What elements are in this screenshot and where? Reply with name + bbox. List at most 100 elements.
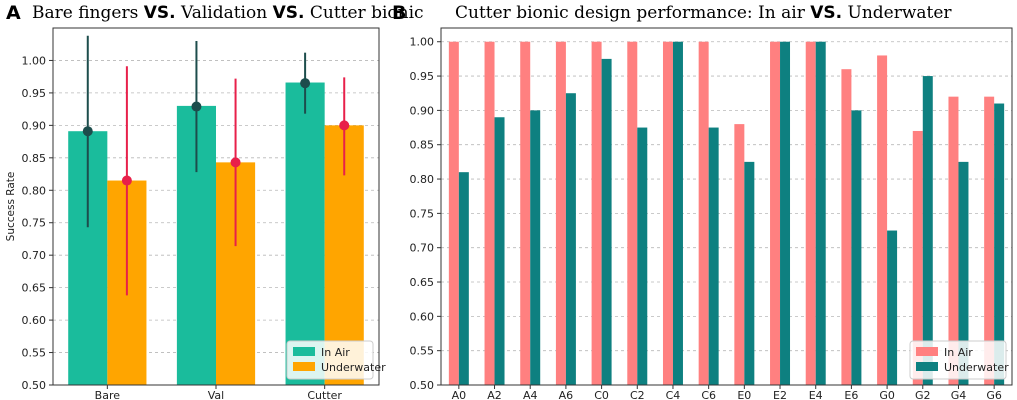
panel-b-xtick-label-15: G6 xyxy=(986,389,1002,400)
panel-b-bar-c6-underwater xyxy=(708,127,719,385)
panel-a-ytick-label-8: 0.90 xyxy=(22,119,47,132)
panel-b-bar-e2-in-air xyxy=(770,41,781,385)
panel-a-ytick-label-9: 0.95 xyxy=(22,87,47,100)
panel-a-ytick-label-7: 0.85 xyxy=(22,152,47,165)
panel-b-ytick-label-8: 0.90 xyxy=(410,104,435,117)
panel-b-bar-a6-in-air xyxy=(555,41,566,385)
panel-a-error-val-underwater-point xyxy=(230,157,241,168)
panel-b-xtick-label-13: G2 xyxy=(915,389,931,400)
panel-a-legend-swatch-1 xyxy=(293,362,315,371)
panel-b-xtick-label-5: C2 xyxy=(630,389,645,400)
panel-b-axes-frame xyxy=(440,27,1013,386)
panel-b-xtick-label-0: A0 xyxy=(452,389,467,400)
panel-b-xtick-label-1: A2 xyxy=(487,389,502,400)
panel-b-bar-a2-in-air xyxy=(484,41,495,385)
panel-a-xtick-label-1: Val xyxy=(208,389,224,400)
panel-b-title-part-2: Underwater xyxy=(842,3,952,23)
panel-b-bar-g0-underwater xyxy=(887,230,898,385)
panel-a-error-bare-in-air-point xyxy=(82,126,93,137)
panel-b-ytick-label-6: 0.80 xyxy=(410,173,435,186)
panel-a-letter: A xyxy=(6,2,21,24)
panel-b-xtick-label-12: G0 xyxy=(879,389,895,400)
panel-a-ytick-label-1: 0.55 xyxy=(22,347,47,360)
panel-b-xtick-label-7: C6 xyxy=(701,389,716,400)
panel-b-bar-a4-in-air xyxy=(520,41,531,385)
panel-b-xtick-label-2: A4 xyxy=(523,389,538,400)
panel-b-legend-label-1: Underwater xyxy=(944,361,1009,374)
panel-b-bar-g4-underwater xyxy=(958,161,969,385)
panel-a-ytick-label-10: 1.00 xyxy=(22,54,47,67)
panel-b-bar-g6-underwater xyxy=(994,103,1005,386)
panel-b-legend-swatch-1 xyxy=(916,362,938,371)
panel-b-bar-g2-in-air xyxy=(912,130,923,385)
panel-b-xtick-label-9: E2 xyxy=(773,389,787,400)
panel-a-ytick-label-4: 0.70 xyxy=(22,249,47,262)
panel-a-title: Bare fingers VS. Validation VS. Cutter b… xyxy=(32,3,424,23)
panel-a-error-bare-underwater-point xyxy=(121,175,132,186)
panel-b-xtick-label-14: G4 xyxy=(951,389,967,400)
panel-b-bar-g0-in-air xyxy=(877,55,888,385)
panel-a-xtick-label-2: Cutter xyxy=(307,389,342,400)
panel-a-title-vs-2: VS. xyxy=(272,3,305,23)
panel-a-error-cutter-in-air-point xyxy=(300,78,311,89)
panel-b-ytick-label-2: 0.60 xyxy=(410,310,435,323)
panel-b-title: Cutter bionic design performance: In air… xyxy=(455,3,952,23)
panel-b-bar-c6-in-air xyxy=(698,41,709,385)
panel-a-legend-label-1: Underwater xyxy=(321,361,386,374)
panel-b-bar-e4-underwater xyxy=(815,41,826,385)
panel-a-bar-cutter-in-air xyxy=(285,82,325,386)
panel-b-bar-g4-in-air xyxy=(948,96,959,386)
panel-b-bar-c4-underwater xyxy=(672,41,683,385)
panel-b-bar-e4-in-air xyxy=(805,41,816,385)
panel-a-axes-frame xyxy=(52,27,380,386)
panel-b-xtick-label-3: A6 xyxy=(559,389,574,400)
panel-a-ytick-label-2: 0.60 xyxy=(22,314,47,327)
panel-b-ytick-label-5: 0.75 xyxy=(410,207,435,220)
panel-b-xtick-label-11: E6 xyxy=(844,389,858,400)
panel-b-ytick-label-7: 0.85 xyxy=(410,139,435,152)
panel-b-bar-a4-underwater xyxy=(530,110,541,385)
panel-b-letter: B xyxy=(392,2,407,24)
panel-b-bar-e0-underwater xyxy=(744,161,755,385)
panel-a-title-vs-1: VS. xyxy=(143,3,176,23)
panel-b-ytick-label-1: 0.55 xyxy=(410,345,435,358)
panel-a-title-part-2: Validation xyxy=(175,3,273,23)
panel-b-bar-c2-in-air xyxy=(627,41,638,385)
panel-a-xtick-label-0: Bare xyxy=(95,389,121,400)
panel-b-ytick-label-9: 0.95 xyxy=(410,70,435,83)
panel-b-bar-a0-in-air xyxy=(448,41,459,385)
panel-b-bar-a0-underwater xyxy=(458,172,469,385)
panel-b-bar-c0-in-air xyxy=(591,41,602,385)
panel-b-bar-c4-in-air xyxy=(662,41,673,385)
panel-a-legend-swatch-0 xyxy=(293,347,315,356)
panel-b-bar-e6-in-air xyxy=(841,69,852,385)
panel-a-legend-label-0: In Air xyxy=(321,346,350,359)
panel-a-ytick-label-3: 0.65 xyxy=(22,282,47,295)
panel-b-bar-e6-underwater xyxy=(851,110,862,385)
panel-b-xtick-label-4: C0 xyxy=(594,389,609,400)
panel-b-bar-e2-underwater xyxy=(780,41,791,385)
panel-b-ytick-label-10: 1.00 xyxy=(410,36,435,49)
panel-a-ytick-label-0: 0.50 xyxy=(22,379,47,392)
panel-a-ytick-label-6: 0.80 xyxy=(22,184,47,197)
panel-b-legend-label-0: In Air xyxy=(944,346,973,359)
panel-b-bar-c2-underwater xyxy=(637,127,648,385)
panel-b-title-part-1: Cutter bionic design performance: In air xyxy=(455,3,811,23)
panel-b-xtick-label-6: C4 xyxy=(666,389,681,400)
panel-b-xtick-label-10: E4 xyxy=(809,389,823,400)
panel-a-error-val-in-air-point xyxy=(191,101,202,112)
panel-b-bar-e0-in-air xyxy=(734,124,745,385)
panel-b-bar-g2-underwater xyxy=(922,76,933,386)
panel-b-bar-a2-underwater xyxy=(494,117,505,385)
panel-b-ytick-label-4: 0.70 xyxy=(410,242,435,255)
panel-b-legend-swatch-0 xyxy=(916,347,938,356)
panel-b-bar-c0-underwater xyxy=(601,58,612,386)
panel-a-ytick-label-5: 0.75 xyxy=(22,217,47,230)
panel-b-bar-g6-in-air xyxy=(984,96,995,386)
panel-a-title-part-3: Cutter bionic xyxy=(304,3,424,23)
panel-b-bar-a6-underwater xyxy=(565,93,576,385)
panel-a-title-part-1: Bare fingers xyxy=(32,3,144,23)
panel-b-ytick-label-0: 0.50 xyxy=(410,379,435,392)
